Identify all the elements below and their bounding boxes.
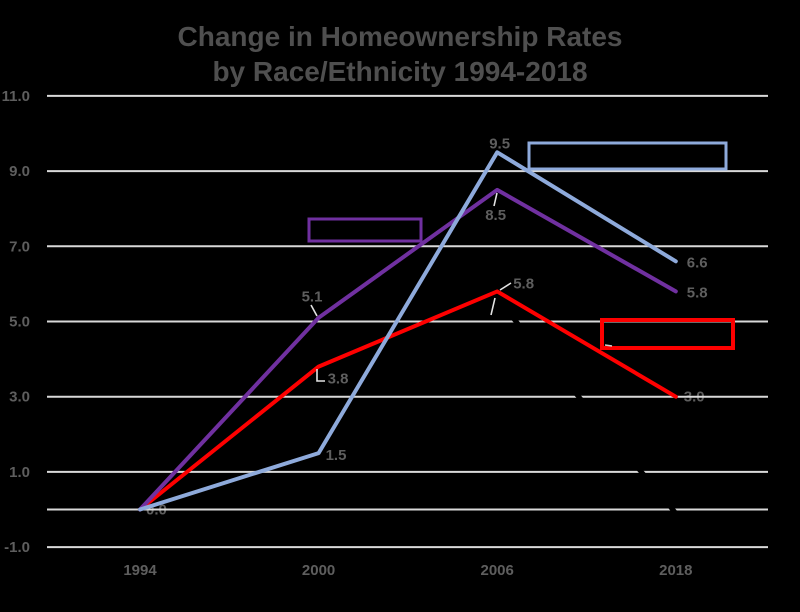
- data-point-label-light-blue: 1.5: [326, 447, 347, 464]
- data-point-label-light-blue: 6.6: [687, 254, 708, 271]
- redacted-legend-blue: [527, 141, 728, 171]
- x-axis-category-label: 2018: [659, 562, 692, 579]
- data-point-label-red: 5.8: [513, 275, 534, 292]
- leader-line-purple-5.1: [310, 304, 318, 317]
- x-axis-category-label: 1994: [123, 562, 157, 579]
- y-axis-tick-label: 3.0: [9, 389, 30, 406]
- y-axis-tick-label: 11.0: [2, 88, 30, 105]
- y-axis-tick-label: -1.0: [4, 539, 30, 556]
- y-axis-tick-label: 9.0: [9, 163, 30, 180]
- leader-line-red-5.8: [499, 282, 512, 291]
- x-axis-category-label: 2006: [481, 562, 514, 579]
- series-lines-layer: [138, 150, 678, 515]
- series-line-red: [138, 289, 678, 512]
- redacted-legend-purple: [307, 217, 423, 243]
- series-line-purple: [138, 187, 678, 512]
- axis-labels-layer: 11.0 9.0 7.0 5.0 3.0 1.0 -1.0 1994 2000 2006 2018: [2, 88, 693, 579]
- annotations-layer: [307, 141, 735, 350]
- y-axis-tick-label: 5.0: [9, 314, 30, 331]
- data-point-label-light-blue: 9.5: [489, 135, 510, 152]
- leader-line-purple-8.5: [493, 192, 498, 207]
- y-axis-tick-label: 1.0: [9, 464, 30, 481]
- data-point-label-purple: 5.1: [302, 289, 323, 306]
- y-axis-tick-label: 7.0: [9, 238, 30, 255]
- x-axis-category-label: 2000: [302, 562, 335, 579]
- leader-lines-layer: [310, 192, 512, 382]
- small-dash: [604, 344, 613, 347]
- redacted-legend-red: [600, 318, 735, 350]
- data-point-label-purple: 8.5: [485, 207, 506, 224]
- series-line-light-blue: [138, 150, 678, 512]
- chart-subtitle: by Race/Ethnicity 1994-2018: [212, 56, 587, 87]
- data-point-label-purple: 5.8: [687, 284, 708, 301]
- series-line-hidden-black: [495, 297, 678, 515]
- leader-line-red-3.8: [316, 369, 325, 382]
- data-point-label-red: 3.8: [328, 371, 349, 388]
- chart-title: Change in Homeownership Rates: [178, 21, 623, 52]
- leader-line-red-5.8-lower: [490, 297, 496, 316]
